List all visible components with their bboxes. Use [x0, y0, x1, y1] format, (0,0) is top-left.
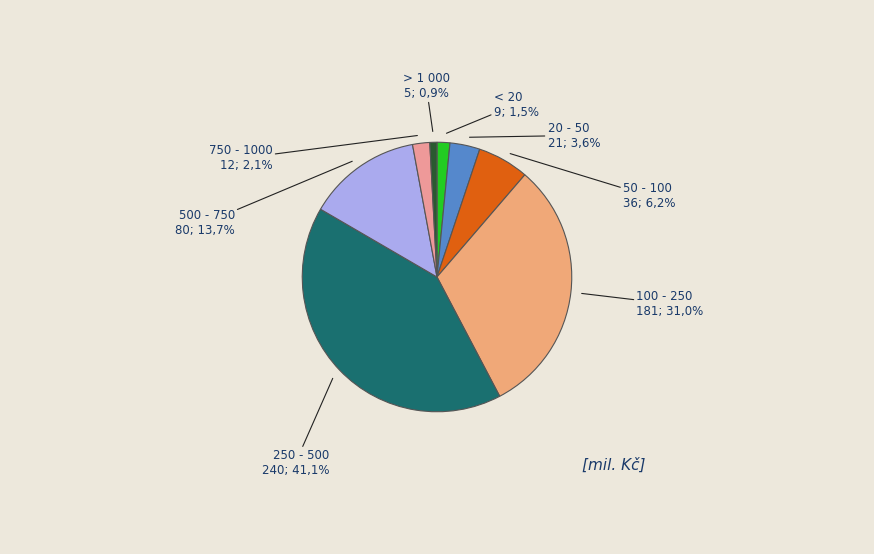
Text: < 20
9; 1,5%: < 20 9; 1,5%	[447, 90, 538, 134]
Wedge shape	[437, 149, 525, 277]
Text: > 1 000
5; 0,9%: > 1 000 5; 0,9%	[403, 71, 450, 131]
Text: 250 - 500
240; 41,1%: 250 - 500 240; 41,1%	[261, 378, 333, 477]
Text: 750 - 1000
12; 2,1%: 750 - 1000 12; 2,1%	[209, 136, 418, 172]
Wedge shape	[413, 142, 437, 277]
Text: [mil. Kč]: [mil. Kč]	[582, 457, 646, 473]
Text: 20 - 50
21; 3,6%: 20 - 50 21; 3,6%	[469, 121, 600, 150]
Text: 500 - 750
80; 13,7%: 500 - 750 80; 13,7%	[175, 161, 352, 237]
Wedge shape	[437, 143, 480, 277]
Wedge shape	[430, 142, 437, 277]
Wedge shape	[437, 142, 450, 277]
Text: 50 - 100
36; 6,2%: 50 - 100 36; 6,2%	[510, 153, 676, 210]
Wedge shape	[321, 145, 437, 277]
Text: 100 - 250
181; 31,0%: 100 - 250 181; 31,0%	[582, 290, 704, 318]
Wedge shape	[437, 175, 572, 396]
Wedge shape	[302, 209, 500, 412]
